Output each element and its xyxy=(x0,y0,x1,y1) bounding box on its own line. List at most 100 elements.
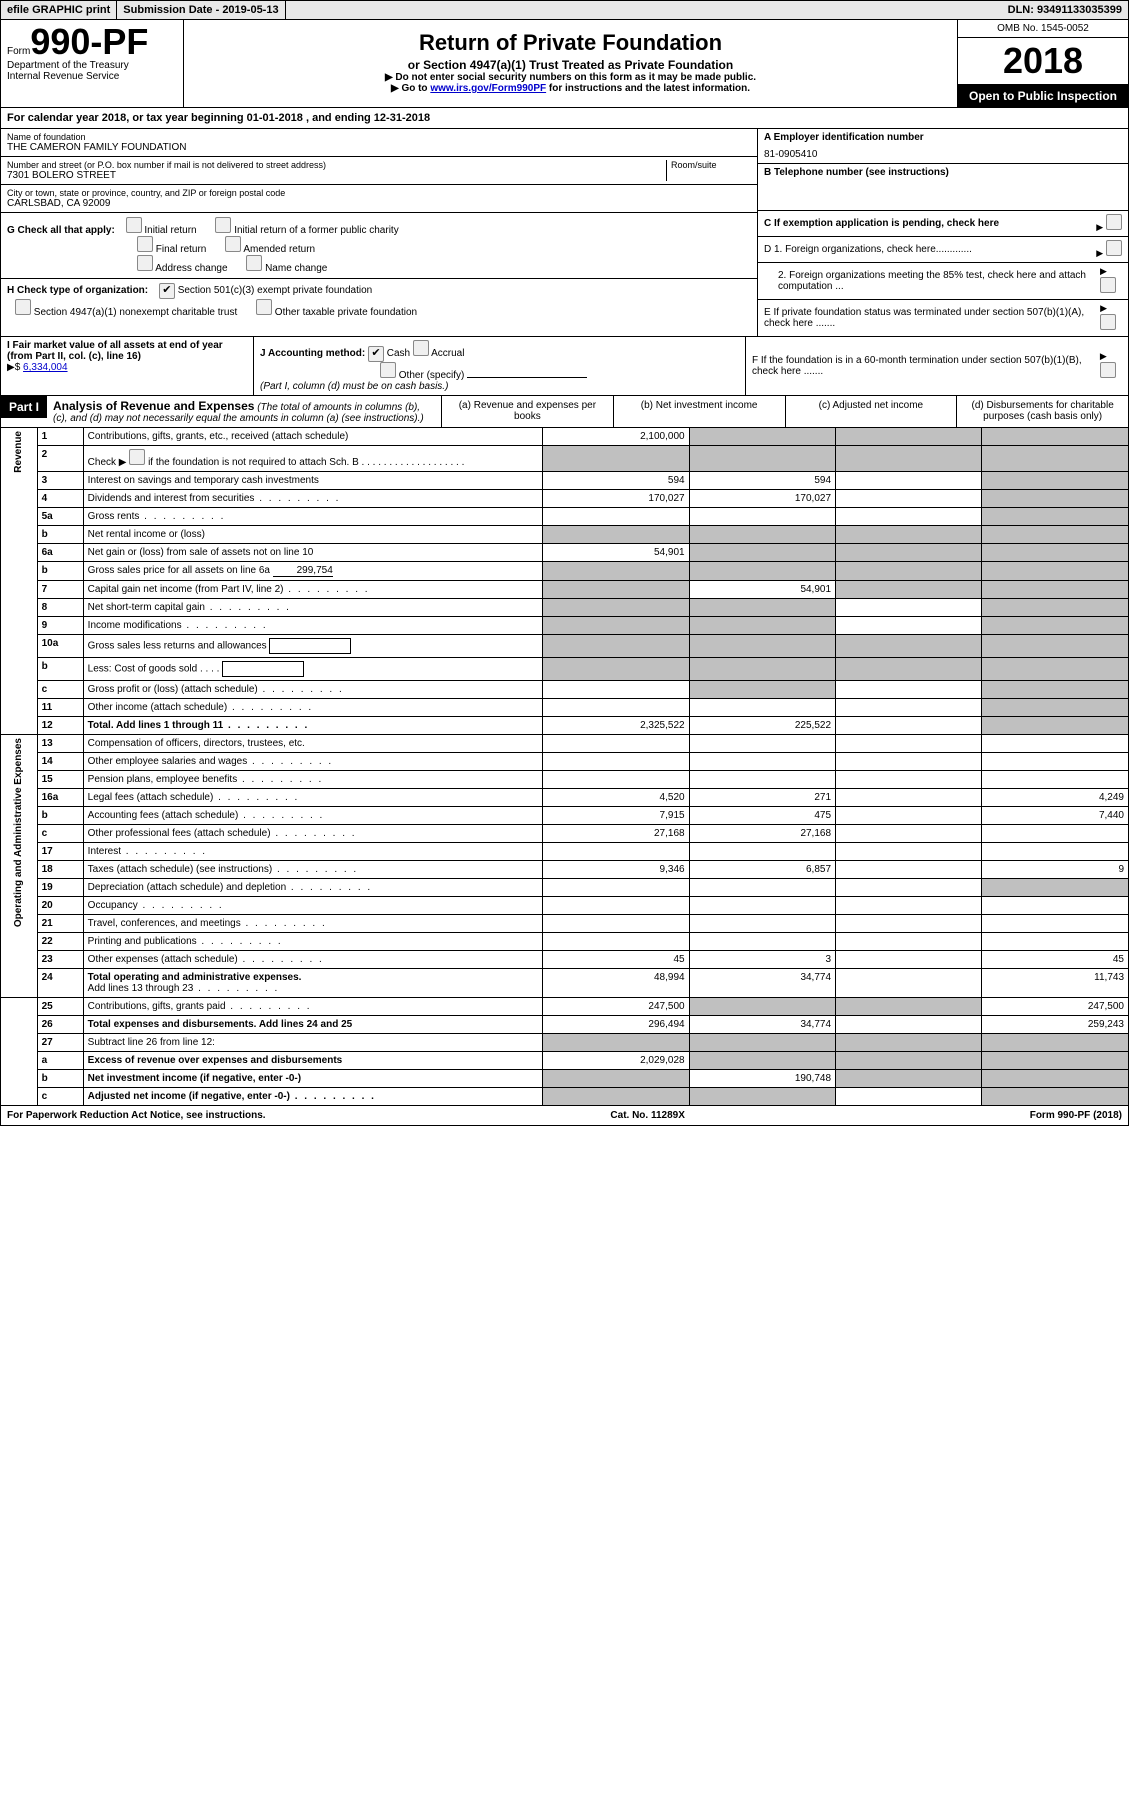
lbl-addr-change: Address change xyxy=(155,263,227,274)
line-desc: Net gain or (loss) from sale of assets n… xyxy=(83,544,542,562)
phone-label: B Telephone number (see instructions) xyxy=(764,167,1122,178)
table-row: c Other professional fees (attach schedu… xyxy=(1,825,1129,843)
amt-d: 11,743 xyxy=(982,969,1129,998)
line-no: 1 xyxy=(37,428,83,446)
chk-amended[interactable] xyxy=(225,236,241,252)
foundation-name: THE CAMERON FAMILY FOUNDATION xyxy=(7,142,751,153)
arrow-icon xyxy=(1100,266,1107,277)
chk-501c3[interactable] xyxy=(159,283,175,299)
j-note: (Part I, column (d) must be on cash basi… xyxy=(260,381,448,392)
chk-e[interactable] xyxy=(1100,314,1116,330)
line-no: b xyxy=(37,658,83,681)
arrow-icon xyxy=(1096,222,1103,233)
e-cell: E If private foundation status was termi… xyxy=(758,300,1128,336)
fmv-amount-link[interactable]: 6,334,004 xyxy=(23,362,68,373)
chk-4947a1[interactable] xyxy=(15,299,31,315)
fmv-cell: I Fair market value of all assets at end… xyxy=(1,337,254,395)
line-desc: Compensation of officers, directors, tru… xyxy=(83,735,542,753)
table-row: 5a Gross rents xyxy=(1,508,1129,526)
line-desc: Capital gain net income (from Part IV, l… xyxy=(83,581,542,599)
efile-print-button[interactable]: efile GRAPHIC print xyxy=(1,1,117,19)
table-row: b Gross sales price for all assets on li… xyxy=(1,562,1129,581)
lbl-accrual: Accrual xyxy=(431,348,464,359)
amt-b: 34,774 xyxy=(689,1016,835,1034)
other-method-input[interactable] xyxy=(467,377,587,378)
chk-d1[interactable] xyxy=(1106,240,1122,256)
line-no: 20 xyxy=(37,897,83,915)
amt-b: 271 xyxy=(689,789,835,807)
line-no: 10a xyxy=(37,635,83,658)
f-cell: F If the foundation is in a 60-month ter… xyxy=(746,337,1128,395)
amt-b: 594 xyxy=(689,472,835,490)
chk-d2[interactable] xyxy=(1100,277,1116,293)
line-desc: Subtract line 26 from line 12: xyxy=(83,1034,542,1052)
amt-c xyxy=(836,472,982,490)
amt-a: 594 xyxy=(543,472,689,490)
j-label: J Accounting method: xyxy=(260,348,365,359)
addr-label: Number and street (or P.O. box number if… xyxy=(7,160,666,170)
chk-accrual[interactable] xyxy=(413,340,429,356)
form-instructions-link[interactable]: www.irs.gov/Form990PF xyxy=(430,83,546,94)
table-row: 16a Legal fees (attach schedule) 4,520 2… xyxy=(1,789,1129,807)
line-desc: Printing and publications xyxy=(83,933,542,951)
entity-info: Name of foundation THE CAMERON FAMILY FO… xyxy=(0,129,1129,337)
table-row: a Excess of revenue over expenses and di… xyxy=(1,1052,1129,1070)
addr-cell: Number and street (or P.O. box number if… xyxy=(1,157,757,185)
table-row: 12 Total. Add lines 1 through 11 2,325,5… xyxy=(1,717,1129,735)
line-no: b xyxy=(37,807,83,825)
form-number: 990-PF xyxy=(30,21,148,62)
dln: DLN: 93491133035399 xyxy=(286,1,1128,19)
amt-b: 54,901 xyxy=(689,581,835,599)
c-pending-label: C If exemption application is pending, c… xyxy=(764,218,999,229)
part1-title-text: Analysis of Revenue and Expenses xyxy=(53,399,254,413)
chk-other-method[interactable] xyxy=(380,362,396,378)
line-desc: Pension plans, employee benefits xyxy=(83,771,542,789)
line-desc: Occupancy xyxy=(83,897,542,915)
line-no: 22 xyxy=(37,933,83,951)
amt-b: 170,027 xyxy=(689,490,835,508)
chk-cash[interactable] xyxy=(368,346,384,362)
line-no: 2 xyxy=(37,446,83,472)
table-row: 20 Occupancy xyxy=(1,897,1129,915)
line-desc: Contributions, gifts, grants, etc., rece… xyxy=(83,428,542,446)
chk-other-taxable[interactable] xyxy=(256,299,272,315)
line-desc: Legal fees (attach schedule) xyxy=(83,789,542,807)
line-desc: Income modifications xyxy=(83,617,542,635)
line-no: c xyxy=(37,681,83,699)
chk-final[interactable] xyxy=(137,236,153,252)
c-pending-cell: C If exemption application is pending, c… xyxy=(758,211,1128,237)
part1-title: Analysis of Revenue and Expenses (The to… xyxy=(47,396,441,427)
line-desc: Total operating and administrative expen… xyxy=(83,969,542,998)
box-10b xyxy=(222,661,304,677)
line-no: 12 xyxy=(37,717,83,735)
chk-addr-change[interactable] xyxy=(137,255,153,271)
table-row: b Net rental income or (loss) xyxy=(1,526,1129,544)
arrow-icon xyxy=(1100,351,1107,362)
amt-b: 190,748 xyxy=(689,1070,835,1088)
chk-name-change[interactable] xyxy=(246,255,262,271)
note2-pre: ▶ Go to xyxy=(391,83,430,94)
name-cell: Name of foundation THE CAMERON FAMILY FO… xyxy=(1,129,757,157)
lbl-name-change: Name change xyxy=(265,263,327,274)
col-a-header: (a) Revenue and expenses per books xyxy=(442,396,614,427)
chk-initial[interactable] xyxy=(126,217,142,233)
line-no: 11 xyxy=(37,699,83,717)
line-desc: Other professional fees (attach schedule… xyxy=(83,825,542,843)
chk-sch-b[interactable] xyxy=(129,449,145,465)
line-no: b xyxy=(37,1070,83,1088)
chk-initial-former[interactable] xyxy=(215,217,231,233)
street-address: 7301 BOLERO STREET xyxy=(7,170,666,181)
city-cell: City or town, state or province, country… xyxy=(1,185,757,213)
line-no: 7 xyxy=(37,581,83,599)
line-no: 4 xyxy=(37,490,83,508)
submission-date: Submission Date - 2019-05-13 xyxy=(117,1,285,19)
part1-header: Part I Analysis of Revenue and Expenses … xyxy=(0,396,1129,428)
line-no: 8 xyxy=(37,599,83,617)
amt-b: 6,857 xyxy=(689,861,835,879)
chk-c-pending[interactable] xyxy=(1106,214,1122,230)
line-no: c xyxy=(37,825,83,843)
accounting-cell: J Accounting method: Cash Accrual Other … xyxy=(254,337,746,395)
check-h-row: H Check type of organization: Section 50… xyxy=(1,279,757,322)
form-page: efile GRAPHIC print Submission Date - 20… xyxy=(0,0,1129,1126)
chk-f[interactable] xyxy=(1100,362,1116,378)
